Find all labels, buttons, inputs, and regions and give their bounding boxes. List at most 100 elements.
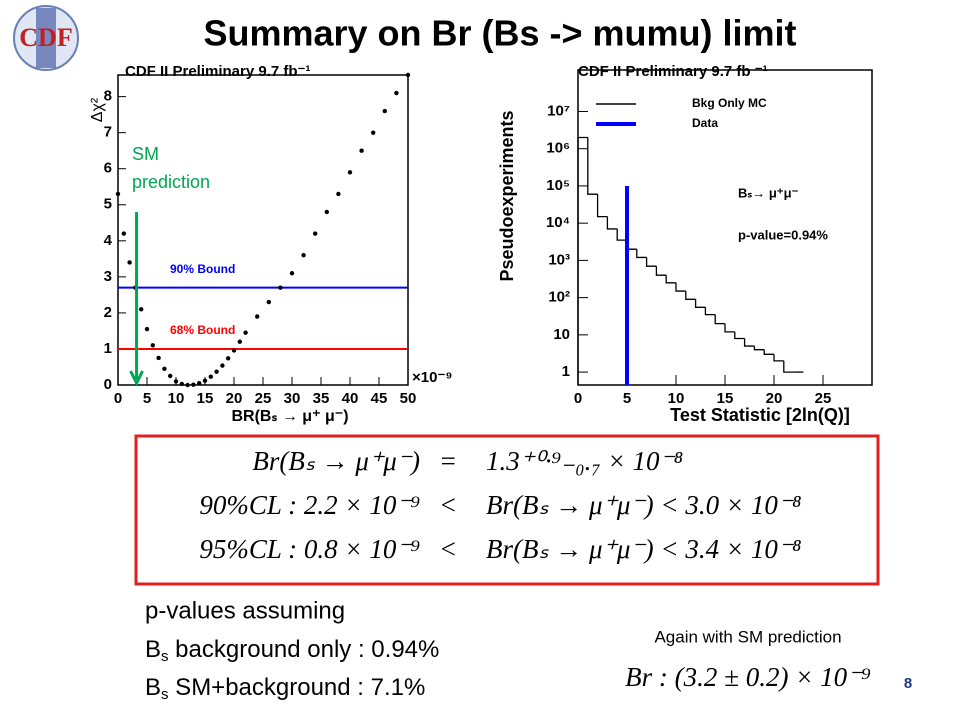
data-point — [173, 379, 179, 384]
y-tick-label: 0 — [104, 376, 112, 393]
data-point — [231, 348, 237, 353]
x-tick-label: 0 — [114, 390, 122, 407]
eq-right: 1.3⁺⁰·⁹₋₀.₇ × 10⁻⁸ — [486, 446, 683, 476]
y-tick-label: 4 — [104, 232, 113, 249]
eq-right: Br(Bₛ → μ⁺μ⁻) < 3.4 × 10⁻⁸ — [486, 534, 801, 564]
histogram-bin — [743, 338, 755, 347]
eq-left: 95%CL : 0.8 × 10⁻⁹ — [199, 534, 420, 564]
data-point — [226, 356, 231, 361]
data-point — [162, 366, 167, 371]
data-point — [289, 271, 295, 276]
logo-text: CDF — [19, 23, 72, 52]
annotation: p-value=0.94% — [738, 227, 828, 242]
data-point — [127, 260, 132, 265]
data-point — [208, 374, 213, 379]
histogram-bin — [685, 291, 696, 300]
y-tick-label: 10³ — [548, 251, 570, 268]
histogram-bin — [753, 346, 765, 351]
data-point — [168, 373, 173, 379]
legend-label: Bkg Only MC — [692, 96, 767, 110]
x-axis-unit: ×10⁻⁹ — [412, 369, 452, 386]
x-tick-label: 15 — [197, 390, 214, 407]
data-point — [266, 299, 271, 305]
arrow-head — [129, 370, 144, 387]
y-tick-label: 1 — [562, 363, 570, 380]
x-axis-label: Test Statistic [2ln(Q)] — [670, 405, 850, 425]
histogram-bin — [577, 136, 588, 385]
symbol: B — [145, 636, 161, 663]
y-tick-label: 10⁷ — [547, 102, 570, 119]
x-tick-label: 5 — [623, 390, 631, 407]
histogram-bin — [704, 307, 716, 316]
cdf-logo: CDF — [13, 5, 79, 71]
y-axis-label: Δχ² — [89, 97, 106, 122]
y-tick-label: 8 — [104, 88, 112, 105]
data-point — [179, 381, 184, 387]
subscript: s — [161, 648, 169, 665]
x-tick-label: 20 — [226, 390, 243, 407]
data-point — [347, 170, 353, 175]
data-point — [371, 130, 376, 135]
y-tick-label: 10⁶ — [546, 140, 570, 157]
pvalue-line: Bs SM+background : 7.1% — [145, 674, 425, 703]
data-point — [139, 307, 144, 312]
slide-title: Summary on Br (Bs -> mumu) limit — [203, 13, 796, 54]
x-tick-label: 30 — [284, 390, 301, 407]
data-point — [197, 380, 202, 386]
histogram-bin — [587, 137, 598, 195]
data-point — [336, 191, 341, 197]
eq-relation: < — [439, 534, 457, 564]
data-point — [220, 363, 225, 368]
y-tick-label: 7 — [104, 124, 112, 141]
annotation: Bₛ→ μ⁺μ⁻ — [738, 185, 799, 200]
data-point — [237, 339, 242, 344]
eq-left: 90%CL : 2.2 × 10⁻⁹ — [199, 490, 420, 520]
data-point — [144, 326, 150, 332]
y-tick-label: 3 — [104, 268, 112, 285]
annotation-text: SM — [132, 144, 159, 164]
data-point — [156, 355, 161, 361]
y-tick-label: 1 — [104, 340, 112, 357]
x-tick-label: 20 — [766, 390, 783, 407]
data-point — [202, 378, 208, 383]
x-tick-label: 10 — [168, 390, 185, 407]
eq-relation: < — [439, 490, 457, 520]
annotation-text: prediction — [132, 172, 210, 192]
y-tick-label: 5 — [104, 196, 112, 213]
sm-value: Br : (3.2 ± 0.2) × 10⁻⁹ — [625, 662, 871, 692]
histogram-bin — [596, 194, 608, 218]
data-point — [115, 191, 121, 197]
histogram-bin — [636, 249, 647, 259]
data-point — [150, 343, 155, 348]
data-point — [359, 148, 364, 153]
y-tick-label: 6 — [104, 160, 112, 177]
eq-relation: = — [439, 446, 457, 476]
histogram-bin — [655, 266, 667, 276]
data-point — [243, 330, 248, 335]
results-box — [134, 434, 880, 586]
pvalues: Bs background only : 0.94%Bs SM+backgrou… — [145, 636, 439, 703]
histogram-bin — [734, 331, 745, 340]
sm-heading: Again with SM prediction — [654, 627, 841, 646]
x-axis-label: BR(Bₛ → μ⁺ μ⁻) — [231, 408, 348, 425]
text: SM+background : 7.1% — [169, 674, 426, 701]
y-tick-label: 10 — [553, 326, 570, 343]
data-point — [278, 285, 283, 290]
x-tick-label: 25 — [255, 390, 272, 407]
histogram-bin — [675, 282, 686, 292]
histogram-bin — [694, 299, 706, 308]
page-number: 8 — [904, 675, 912, 692]
pvalue-line: Bs background only : 0.94% — [145, 636, 439, 665]
legend-label: Data — [692, 116, 718, 130]
data-point — [394, 90, 399, 96]
bound-label: 90% Bound — [170, 262, 235, 276]
histogram-bin — [783, 360, 794, 373]
x-tick-label: 15 — [717, 390, 734, 407]
x-tick-label: 5 — [143, 390, 151, 407]
chart-title: CDF II Preliminary 9.7 fb ⁻¹ — [578, 63, 768, 80]
histogram-bin — [606, 216, 618, 230]
y-tick-label: 10² — [548, 289, 570, 306]
x-tick-label: 25 — [815, 390, 832, 407]
